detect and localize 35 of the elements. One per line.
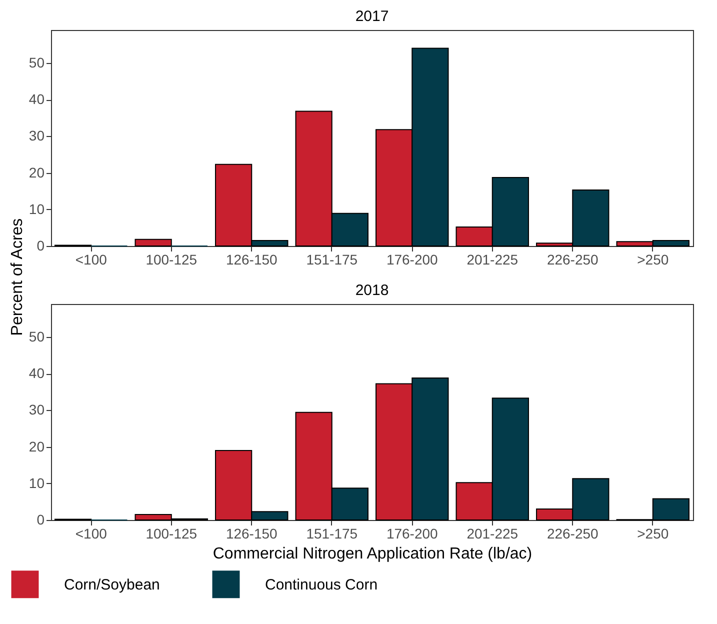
y-tick-label: 0 [36,238,45,254]
x-tick-label: 151-175 [306,252,358,268]
x-tick-label: 226-250 [546,252,599,268]
y-tick-label: 0 [36,512,45,528]
x-tick-label: 100-125 [146,252,198,268]
y-tick-label: 40 [28,365,45,382]
y-tick-label: 50 [28,328,45,344]
chart-title: 2017 [355,8,389,25]
x-axis-title: Commercial Nitrogen Application Rate (lb/ac) [212,546,532,562]
x-tick-label: 151-175 [306,526,358,542]
y-tick-label: 30 [28,128,45,144]
x-tick-label: 126-150 [226,526,278,542]
legend-label: Corn/Soybean [64,576,160,594]
x-tick-label: 176-200 [386,526,438,542]
x-tick-label: 126-150 [226,252,278,268]
x-tick-label: 100-125 [146,526,198,542]
y-tick-label: 20 [28,164,45,180]
x-tick-label: 201-225 [466,252,518,268]
y-tick-label: 40 [28,91,45,108]
y-tick-label: 20 [28,438,45,454]
x-tick-label: >250 [637,252,669,268]
y-tick-label: 10 [28,200,45,217]
x-tick-label: 201-225 [466,526,518,542]
chart-title: 2018 [355,282,389,299]
y-tick-label: 30 [28,402,45,418]
y-tick-label: 10 [28,474,45,491]
x-tick-label: 226-250 [546,526,599,542]
x-tick-label: 176-200 [386,252,438,268]
bar [134,238,172,246]
x-tick-label: <100 [75,526,108,542]
x-tick-label: >250 [637,526,669,542]
legend-label: Continuous Corn [265,576,378,594]
y-tick-label: 50 [28,54,45,70]
x-tick-label: <100 [75,252,108,268]
y-axis-title: Percent of Acres [9,217,27,338]
